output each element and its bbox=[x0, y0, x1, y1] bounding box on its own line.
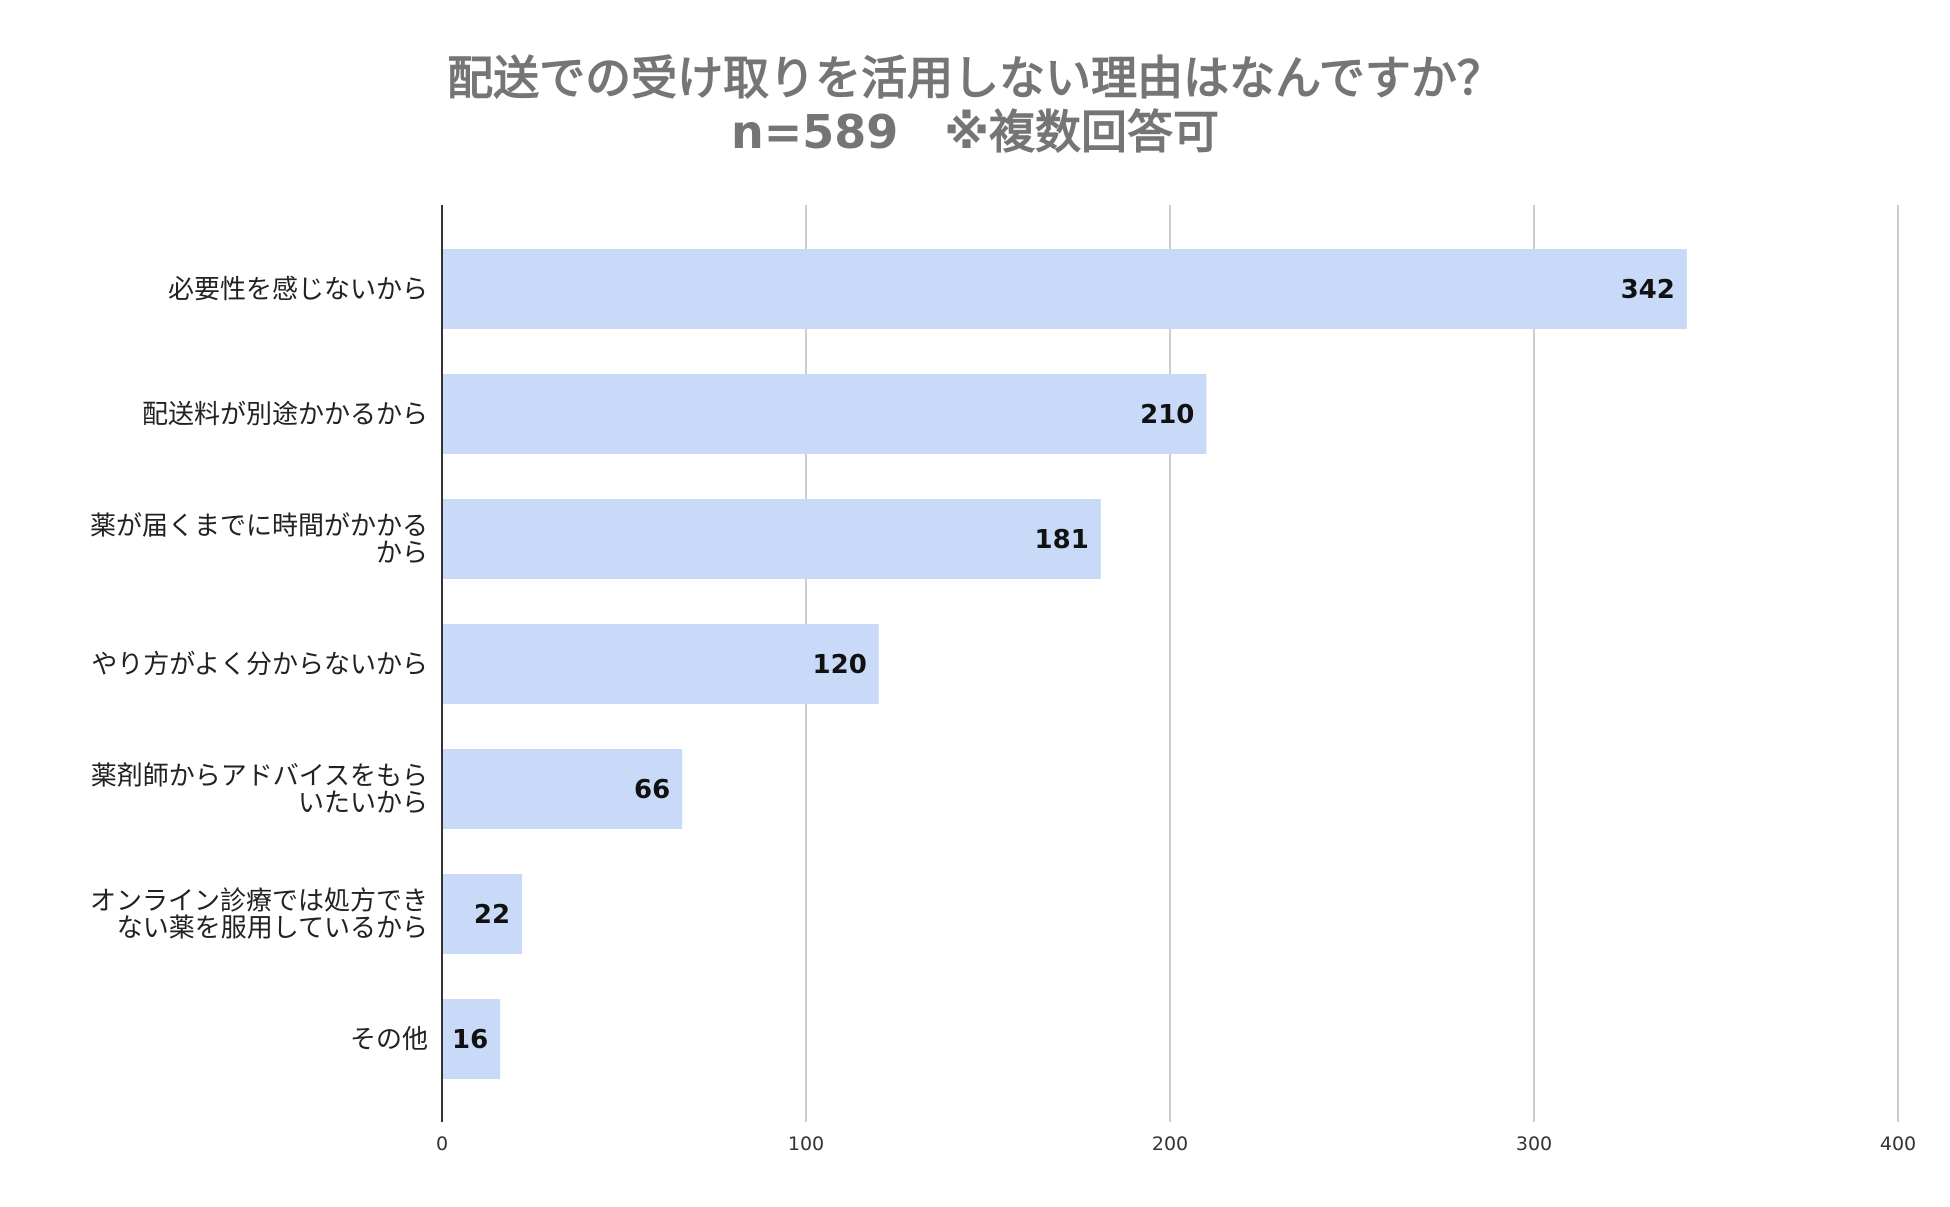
category-label: その他 bbox=[350, 1025, 428, 1055]
chart-title: 配送での受け取りを活用しない理由はなんですか？ bbox=[447, 51, 1503, 105]
bar bbox=[443, 999, 501, 1079]
category-label: やり方がよく分からないから bbox=[91, 650, 428, 680]
x-axis-ticks: 0 100 200 300 400 bbox=[436, 1133, 1916, 1155]
category-labels: 必要性を感じないから配送料が別途かかるから薬が届くまでに時間がかかるからやり方が… bbox=[90, 275, 428, 1055]
category-label: 必要性を感じないから bbox=[168, 275, 428, 305]
category-label: 薬剤師からアドバイスをもらいたいから bbox=[91, 762, 428, 819]
category-label: 薬が届くまでに時間がかかるから bbox=[90, 512, 428, 569]
x-tick-label: 100 bbox=[788, 1133, 824, 1155]
data-label: 210 bbox=[1140, 400, 1194, 430]
data-label: 120 bbox=[813, 650, 867, 680]
data-label: 66 bbox=[634, 775, 670, 805]
bar bbox=[443, 874, 523, 954]
bar bbox=[443, 749, 683, 829]
category-label: 配送料が別途かかるから bbox=[142, 400, 428, 430]
gridlines bbox=[805, 205, 1899, 1122]
category-label: オンライン診療では処方できない薬を服用しているから bbox=[90, 887, 428, 944]
x-tick-label: 400 bbox=[1880, 1133, 1916, 1155]
x-tick-label: 300 bbox=[1516, 1133, 1552, 1155]
bar bbox=[443, 499, 1101, 579]
data-label: 181 bbox=[1035, 525, 1089, 555]
chart-subtitle: n=589 ※複数回答可 bbox=[730, 105, 1220, 159]
data-label: 16 bbox=[452, 1025, 488, 1055]
data-label: 22 bbox=[474, 900, 510, 930]
bar bbox=[443, 374, 1207, 454]
bars bbox=[443, 249, 1687, 1079]
bar bbox=[443, 624, 879, 704]
x-tick-label: 0 bbox=[436, 1133, 448, 1155]
x-tick-label: 200 bbox=[1152, 1133, 1188, 1155]
data-label: 342 bbox=[1621, 275, 1675, 305]
value-labels: 342 210 181 120 66 22 16 bbox=[452, 275, 1675, 1055]
bar bbox=[443, 249, 1687, 329]
